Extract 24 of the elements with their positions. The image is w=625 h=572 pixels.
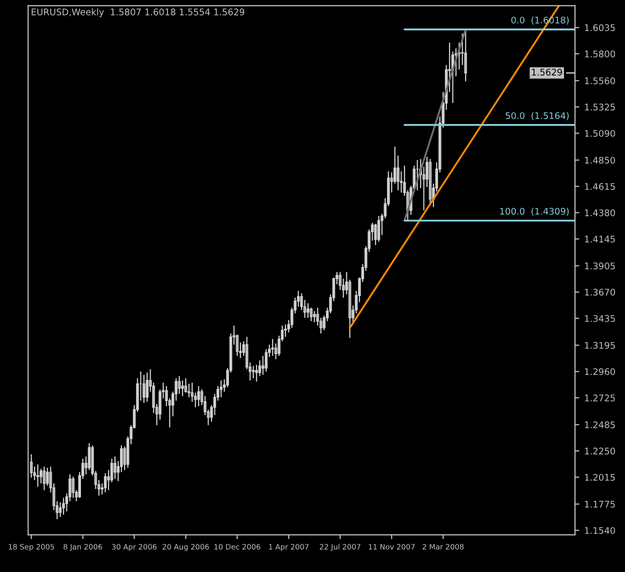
y-tick-label: 1.3905 bbox=[585, 262, 615, 270]
annotation: 100.0 (1.4309) bbox=[500, 208, 569, 216]
y-tick-label: 1.2015 bbox=[585, 474, 615, 481]
chart-title: EURUSD,Weekly 1.5807 1.6018 1.5554 1.5629 bbox=[32, 8, 244, 18]
y-tick-label: 1.2250 bbox=[585, 448, 616, 454]
y-tick-label: 1.3195 bbox=[585, 342, 615, 349]
y-tick-label: 1.4380 bbox=[585, 209, 616, 216]
y-tick-label: 1.1540 bbox=[585, 527, 616, 534]
y-tick-label: 1.2485 bbox=[585, 421, 615, 428]
y-tick-label: 1.4850 bbox=[585, 156, 616, 164]
y-tick-label: 1.4615 bbox=[585, 183, 615, 190]
y-tick-label: 1.2960 bbox=[585, 368, 616, 376]
y-tick-label: 1.1775 bbox=[585, 500, 615, 508]
ref-line-label: 1.5629 bbox=[532, 68, 562, 76]
y-tick-label: 1.6035 bbox=[585, 24, 615, 32]
y-tick-label: 1.5325 bbox=[585, 104, 615, 111]
y-tick-label: 1.3435 bbox=[585, 315, 615, 322]
y-tick-label: 1.2725 bbox=[585, 394, 615, 402]
y-tick-label: 1.5090 bbox=[585, 130, 616, 137]
annotation: 50.0 (1.5164) bbox=[506, 112, 569, 120]
y-tick-label: 1.3670 bbox=[585, 288, 616, 296]
y-tick-label: 1.5800 bbox=[585, 50, 616, 58]
y-tick-label: 1.5560 bbox=[585, 77, 616, 84]
y-tick-label: 1.4145 bbox=[585, 236, 615, 243]
